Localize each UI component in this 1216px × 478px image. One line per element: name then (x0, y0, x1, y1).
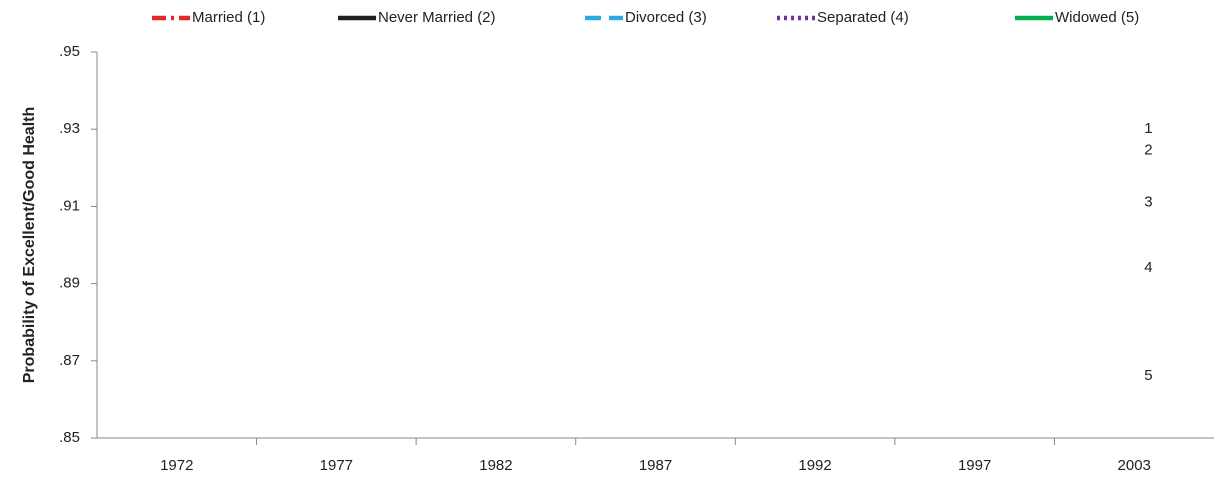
legend-label: Separated (4) (817, 9, 909, 26)
x-tick-label: 1972 (160, 457, 193, 474)
legend-label: Widowed (5) (1055, 9, 1139, 26)
y-tick-label: .85 (59, 429, 80, 446)
legend-label: Never Married (2) (378, 9, 496, 26)
legend-label: Divorced (3) (625, 9, 707, 26)
end-label: 3 (1144, 194, 1152, 211)
x-tick-label: 1977 (320, 457, 353, 474)
y-tick-label: .91 (59, 197, 80, 214)
end-label: 2 (1144, 142, 1152, 159)
legend-label: Married (1) (192, 9, 265, 26)
y-tick-label: .95 (59, 43, 80, 60)
x-tick-label: 1997 (958, 457, 991, 474)
y-tick-label: .87 (59, 352, 80, 369)
y-axis-label: Probability of Excellent/Good Health (21, 107, 38, 383)
end-label: 1 (1144, 120, 1152, 137)
x-tick-label: 1992 (798, 457, 831, 474)
x-tick-label: 2003 (1118, 457, 1151, 474)
y-tick-label: .89 (59, 275, 80, 292)
end-label: 5 (1144, 367, 1152, 384)
end-label: 4 (1144, 259, 1152, 276)
x-tick-label: 1982 (479, 457, 512, 474)
y-tick-label: .93 (59, 120, 80, 137)
x-tick-label: 1987 (639, 457, 672, 474)
